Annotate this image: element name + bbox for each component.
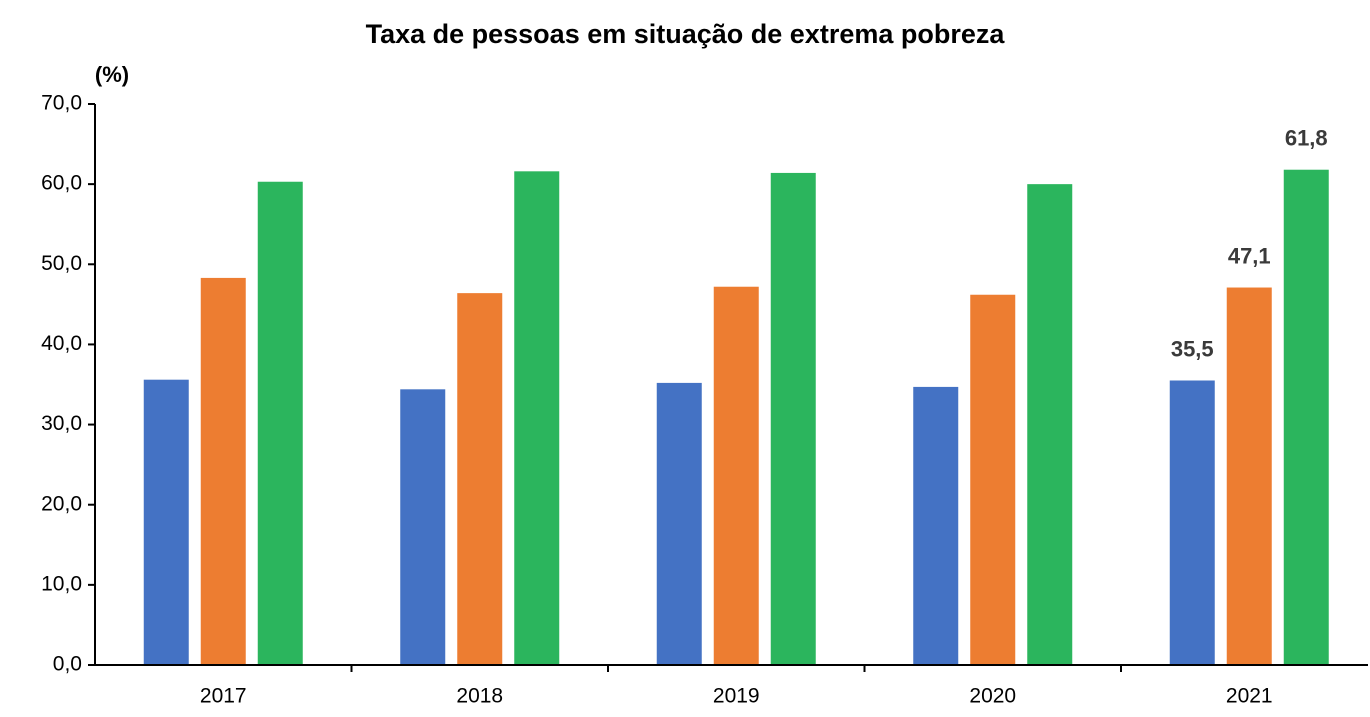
bar xyxy=(656,382,702,665)
x-tick-label: 2019 xyxy=(713,685,760,708)
value-label: 47,1 xyxy=(1228,243,1271,268)
x-tick-label: 2021 xyxy=(1226,685,1273,708)
y-tick-label: 0,0 xyxy=(53,653,82,676)
y-axis-label: (%) xyxy=(95,62,129,87)
bar xyxy=(143,379,189,665)
bar xyxy=(400,389,446,665)
y-tick-label: 50,0 xyxy=(41,252,82,275)
bar xyxy=(457,293,503,665)
x-tick-label: 2017 xyxy=(200,685,247,708)
chart-title: Taxa de pessoas em situação de extrema p… xyxy=(366,19,1006,49)
y-tick-label: 30,0 xyxy=(41,412,82,435)
y-tick-label: 20,0 xyxy=(41,492,82,515)
value-label: 35,5 xyxy=(1171,336,1214,361)
bar xyxy=(514,171,560,665)
y-tick-label: 70,0 xyxy=(41,92,82,115)
x-tick-label: 2020 xyxy=(969,685,1016,708)
bar xyxy=(1027,184,1073,665)
bar xyxy=(770,172,816,665)
bar xyxy=(913,386,959,665)
bar xyxy=(1169,380,1215,665)
bar xyxy=(1283,169,1329,665)
value-label: 61,8 xyxy=(1285,126,1328,151)
bar xyxy=(257,181,303,665)
bar xyxy=(713,286,759,665)
y-tick-label: 10,0 xyxy=(41,572,82,595)
bar xyxy=(1226,287,1272,665)
bar xyxy=(200,277,246,665)
y-tick-label: 40,0 xyxy=(41,332,82,355)
y-tick-label: 60,0 xyxy=(41,172,82,195)
x-tick-label: 2018 xyxy=(456,685,503,708)
bar xyxy=(970,294,1016,665)
